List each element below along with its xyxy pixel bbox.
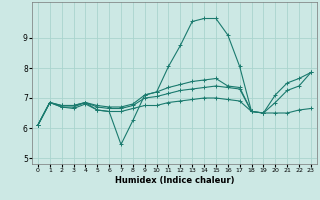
X-axis label: Humidex (Indice chaleur): Humidex (Indice chaleur) <box>115 176 234 185</box>
